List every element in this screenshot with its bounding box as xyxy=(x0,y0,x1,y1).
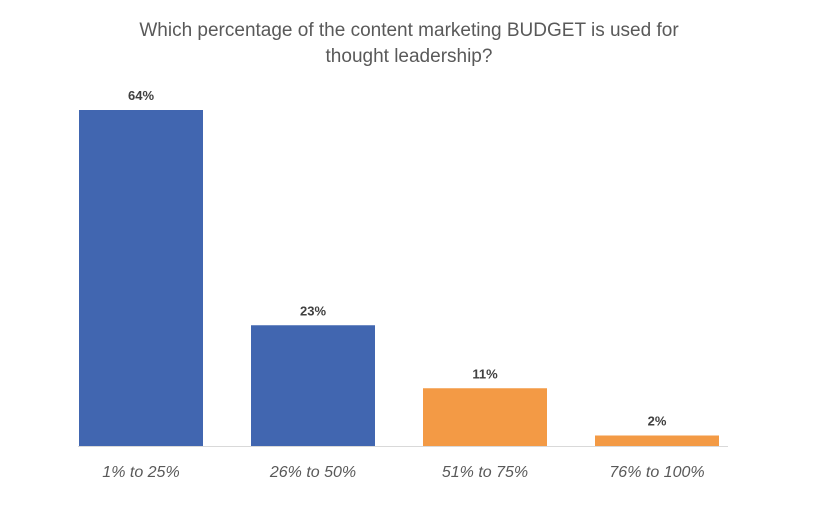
data-label-1: 64% xyxy=(128,88,154,103)
category-label-4: 76% to 100% xyxy=(609,464,704,481)
data-label-2: 23% xyxy=(300,303,326,318)
category-label-1: 1% to 25% xyxy=(102,464,179,481)
data-label-3: 11% xyxy=(472,366,498,381)
category-label-2: 26% to 50% xyxy=(269,464,356,481)
bar-2 xyxy=(251,325,375,446)
bar-1 xyxy=(79,110,203,446)
chart-title: Which percentage of the content marketin… xyxy=(0,18,818,70)
category-label-3: 51% to 75% xyxy=(442,464,528,481)
bar-3 xyxy=(423,388,547,446)
bar-4 xyxy=(595,435,719,446)
chart-title-line-1: Which percentage of the content marketin… xyxy=(139,20,679,41)
data-label-4: 2% xyxy=(648,414,667,429)
chart-title-line-2: thought leadership? xyxy=(325,46,493,67)
